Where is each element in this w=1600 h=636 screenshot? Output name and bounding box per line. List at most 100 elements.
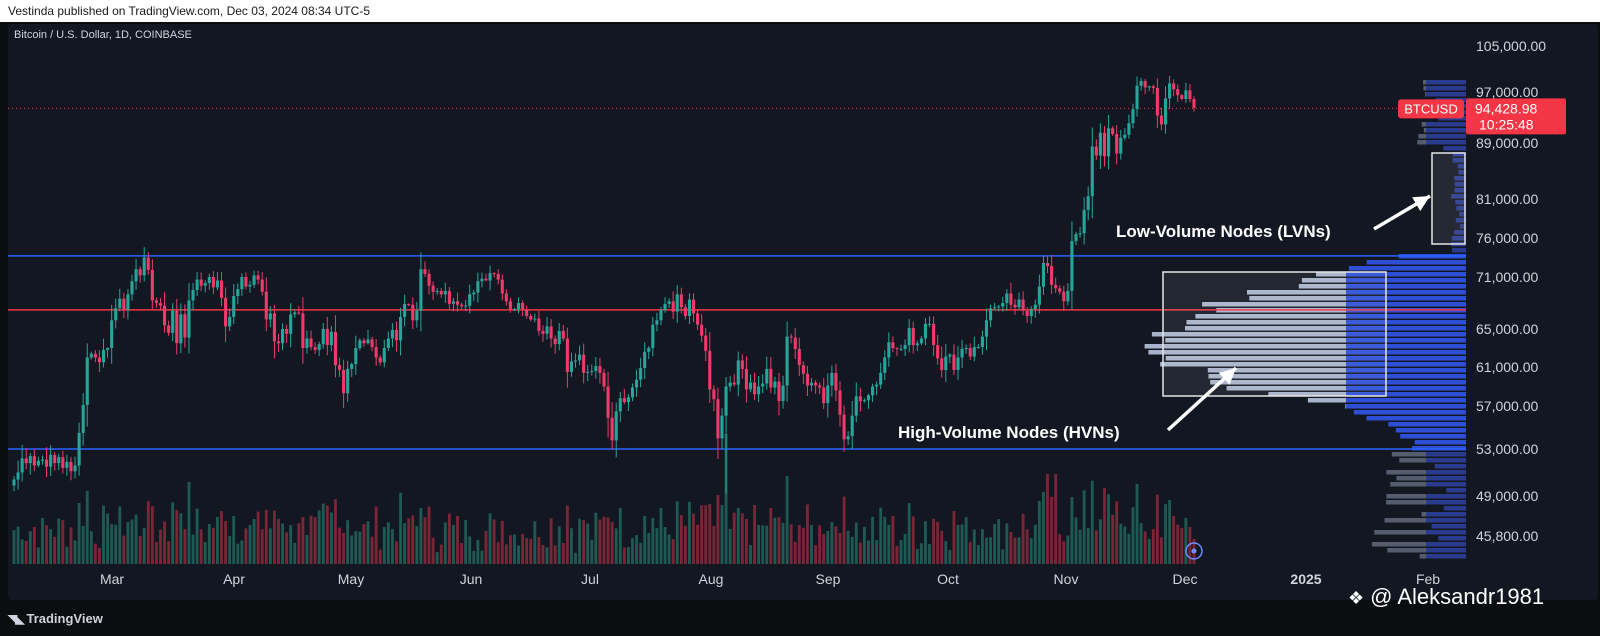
profile-bar-value bbox=[1208, 374, 1346, 379]
candle-body bbox=[964, 348, 968, 349]
volume-bar bbox=[606, 517, 610, 564]
candle-body bbox=[866, 395, 871, 401]
profile-bar-volume bbox=[1443, 506, 1466, 511]
profile-bar-volume bbox=[1346, 356, 1466, 361]
volume-bar bbox=[61, 520, 65, 564]
candle-body bbox=[130, 281, 134, 295]
profile-bar-volume bbox=[1346, 344, 1466, 349]
time-axis[interactable]: Mar Apr May Jun Jul Aug Sep Oct Nov Dec 2025 Feb bbox=[100, 571, 1440, 587]
candle-body bbox=[643, 351, 647, 368]
arrow-head bbox=[1412, 196, 1430, 212]
profile-bar-volume bbox=[1426, 512, 1466, 517]
candle-body bbox=[602, 372, 606, 387]
candle-body bbox=[940, 358, 944, 370]
candle-body bbox=[687, 299, 691, 316]
candle-body bbox=[89, 353, 93, 358]
candle-body bbox=[1131, 109, 1135, 124]
volume-bar bbox=[708, 504, 712, 564]
candle-body bbox=[578, 354, 582, 361]
volume-bar bbox=[41, 518, 44, 564]
volume-bar bbox=[944, 541, 948, 564]
realtime-icon-dot bbox=[1191, 548, 1197, 554]
candle-body bbox=[374, 347, 378, 358]
arrow-head bbox=[1218, 368, 1236, 385]
profile-bar-volume bbox=[1438, 536, 1466, 541]
candle-body bbox=[1078, 233, 1082, 235]
volume-bar bbox=[801, 527, 805, 564]
volume-bar bbox=[203, 542, 207, 564]
candle-body bbox=[179, 314, 183, 344]
volume-bar bbox=[464, 519, 468, 564]
candle-body bbox=[281, 329, 285, 344]
candle-body bbox=[293, 312, 297, 315]
annotation-boxes bbox=[1162, 152, 1466, 397]
volume-bar bbox=[968, 542, 972, 564]
candle-body bbox=[557, 330, 561, 345]
candle-body bbox=[517, 303, 521, 310]
volume-bar bbox=[289, 525, 293, 564]
candle-body bbox=[362, 340, 366, 344]
volume-bar bbox=[1090, 480, 1094, 564]
volume-bar bbox=[647, 533, 651, 564]
volume-bar bbox=[85, 490, 89, 564]
volume-bar bbox=[521, 533, 525, 564]
volume-bar bbox=[154, 542, 158, 564]
candle-body bbox=[871, 386, 875, 396]
volume-bar bbox=[980, 529, 984, 564]
annotation-arrows bbox=[1166, 194, 1431, 432]
volume-bar bbox=[903, 534, 907, 564]
time-tick-label: Oct bbox=[937, 571, 959, 587]
volume-bar bbox=[281, 523, 284, 564]
volume-bar bbox=[118, 506, 122, 564]
volume-bar bbox=[106, 513, 110, 564]
candle-body bbox=[195, 279, 199, 290]
candle-body bbox=[1111, 128, 1115, 134]
candle-body bbox=[891, 342, 895, 348]
price-tick-label: 61,000.00 bbox=[1476, 359, 1538, 375]
candle-body bbox=[826, 385, 830, 404]
candle-body bbox=[106, 348, 110, 350]
candle-body bbox=[476, 281, 480, 293]
candle-body bbox=[480, 278, 484, 282]
candle-body bbox=[1066, 290, 1070, 302]
volume-bar bbox=[1046, 474, 1049, 564]
candle-body bbox=[40, 459, 45, 461]
volume-bar bbox=[89, 531, 93, 564]
volume-bar bbox=[439, 544, 443, 564]
candle-body bbox=[154, 300, 158, 303]
candle-body bbox=[411, 304, 415, 321]
candle-body bbox=[700, 324, 704, 336]
volume-bars bbox=[12, 434, 1196, 564]
volume-bar bbox=[484, 530, 488, 564]
tradingview-logo[interactable]: ◥◣ TradingView bbox=[8, 611, 103, 626]
symbol-info[interactable]: Bitcoin / U.S. Dollar, 1D, COINBASE bbox=[14, 29, 192, 41]
symbol-badge bbox=[1398, 99, 1464, 119]
lvn-box[interactable] bbox=[1431, 152, 1466, 245]
candle-body bbox=[1147, 86, 1151, 88]
hvn-box[interactable] bbox=[1162, 271, 1387, 397]
profile-bar-value bbox=[1165, 338, 1346, 343]
time-tick-label: 2025 bbox=[1290, 571, 1321, 587]
candle-body bbox=[97, 357, 101, 363]
realtime-icon[interactable] bbox=[1185, 542, 1203, 560]
volume-bar bbox=[956, 524, 960, 564]
candle-body bbox=[1033, 304, 1037, 309]
volume-bar bbox=[1151, 529, 1155, 564]
volume-bar bbox=[1176, 524, 1180, 564]
candle-body bbox=[635, 379, 639, 388]
candle-body bbox=[260, 279, 264, 292]
price-tick-label: 89,000.00 bbox=[1476, 135, 1538, 151]
price-axis[interactable]: 105,000.00 97,000.00 89,000.00 81,000.00 76,… bbox=[1476, 38, 1546, 544]
volume-bar bbox=[557, 526, 561, 564]
candle-body bbox=[907, 328, 911, 346]
candle-body bbox=[118, 298, 122, 309]
candle-body bbox=[69, 461, 73, 472]
candle-body bbox=[508, 301, 512, 310]
candle-body bbox=[183, 314, 187, 338]
volume-bar bbox=[948, 549, 952, 564]
profile-bar-volume bbox=[1451, 236, 1466, 241]
candle-body bbox=[618, 398, 622, 412]
candle-body bbox=[191, 290, 195, 301]
volume-bar bbox=[224, 521, 228, 564]
